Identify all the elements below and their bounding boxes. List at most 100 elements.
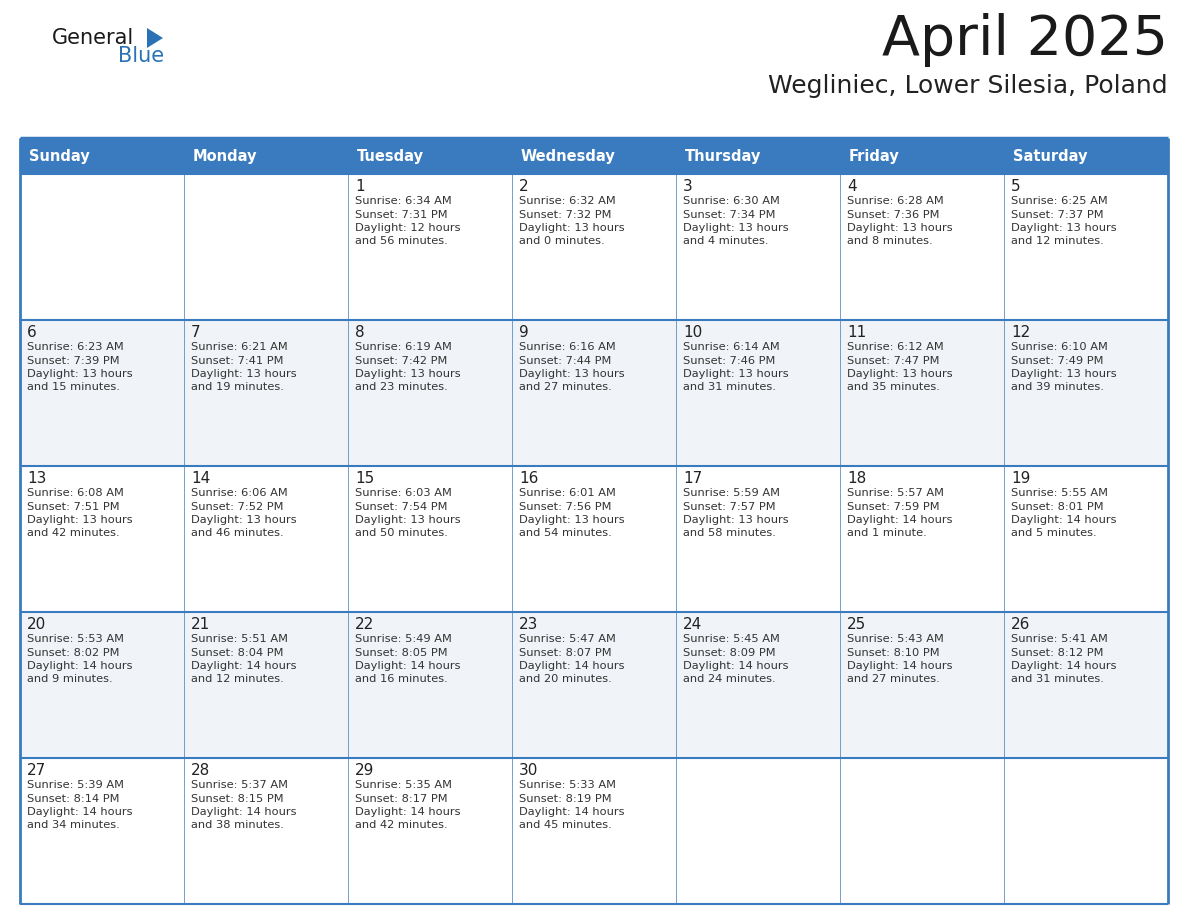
Bar: [20, 174, 1168, 320]
Text: Sunrise: 6:30 AM: Sunrise: 6:30 AM: [683, 196, 779, 206]
Text: Sunrise: 6:32 AM: Sunrise: 6:32 AM: [519, 196, 615, 206]
Text: Daylight: 14 hours: Daylight: 14 hours: [1011, 661, 1117, 671]
Text: and 5 minutes.: and 5 minutes.: [1011, 529, 1097, 539]
Text: Friday: Friday: [849, 149, 899, 163]
Text: and 31 minutes.: and 31 minutes.: [683, 383, 776, 393]
Text: Sunrise: 5:57 AM: Sunrise: 5:57 AM: [847, 488, 944, 498]
Text: Blue: Blue: [118, 46, 164, 66]
Text: and 8 minutes.: and 8 minutes.: [847, 237, 933, 247]
Text: Sunset: 8:12 PM: Sunset: 8:12 PM: [1011, 647, 1104, 657]
Bar: [20, 138, 184, 174]
Text: Sunrise: 6:28 AM: Sunrise: 6:28 AM: [847, 196, 943, 206]
Text: Daylight: 14 hours: Daylight: 14 hours: [355, 661, 461, 671]
Bar: [20, 612, 1168, 758]
Text: and 39 minutes.: and 39 minutes.: [1011, 383, 1104, 393]
Text: 29: 29: [355, 763, 374, 778]
Text: and 38 minutes.: and 38 minutes.: [191, 821, 284, 831]
Text: Sunrise: 5:59 AM: Sunrise: 5:59 AM: [683, 488, 781, 498]
Text: Daylight: 13 hours: Daylight: 13 hours: [355, 369, 461, 379]
Text: 19: 19: [1011, 471, 1030, 486]
Text: Sunrise: 6:21 AM: Sunrise: 6:21 AM: [191, 342, 287, 352]
Text: 8: 8: [355, 325, 365, 340]
Text: Daylight: 14 hours: Daylight: 14 hours: [27, 661, 133, 671]
Text: Sunset: 7:51 PM: Sunset: 7:51 PM: [27, 501, 120, 511]
Text: 16: 16: [519, 471, 538, 486]
Text: Daylight: 14 hours: Daylight: 14 hours: [355, 807, 461, 817]
Text: April 2025: April 2025: [881, 13, 1168, 67]
Bar: [348, 138, 512, 174]
Text: and 23 minutes.: and 23 minutes.: [355, 383, 448, 393]
Text: 11: 11: [847, 325, 866, 340]
Text: 9: 9: [519, 325, 529, 340]
Text: 20: 20: [27, 617, 46, 632]
Text: Daylight: 13 hours: Daylight: 13 hours: [847, 369, 953, 379]
Text: and 35 minutes.: and 35 minutes.: [847, 383, 940, 393]
Bar: [1004, 138, 1168, 174]
Text: Daylight: 13 hours: Daylight: 13 hours: [519, 369, 625, 379]
Text: Daylight: 13 hours: Daylight: 13 hours: [683, 515, 789, 525]
Text: Sunrise: 5:53 AM: Sunrise: 5:53 AM: [27, 634, 124, 644]
Text: Daylight: 13 hours: Daylight: 13 hours: [683, 369, 789, 379]
Text: and 58 minutes.: and 58 minutes.: [683, 529, 776, 539]
Text: 15: 15: [355, 471, 374, 486]
Text: Sunset: 8:19 PM: Sunset: 8:19 PM: [519, 793, 612, 803]
Text: and 34 minutes.: and 34 minutes.: [27, 821, 120, 831]
Text: Sunset: 7:34 PM: Sunset: 7:34 PM: [683, 209, 776, 219]
Text: Monday: Monday: [192, 149, 258, 163]
Text: Sunrise: 5:47 AM: Sunrise: 5:47 AM: [519, 634, 615, 644]
Text: 3: 3: [683, 179, 693, 194]
Polygon shape: [147, 28, 163, 48]
Text: Sunset: 8:09 PM: Sunset: 8:09 PM: [683, 647, 776, 657]
Text: Sunrise: 6:08 AM: Sunrise: 6:08 AM: [27, 488, 124, 498]
Text: Wednesday: Wednesday: [522, 149, 615, 163]
Text: Sunset: 8:14 PM: Sunset: 8:14 PM: [27, 793, 120, 803]
Text: Daylight: 14 hours: Daylight: 14 hours: [191, 807, 297, 817]
Text: and 56 minutes.: and 56 minutes.: [355, 237, 448, 247]
Text: 12: 12: [1011, 325, 1030, 340]
Text: 28: 28: [191, 763, 210, 778]
Bar: [20, 466, 1168, 612]
Text: Sunset: 8:10 PM: Sunset: 8:10 PM: [847, 647, 940, 657]
Text: Sunrise: 5:55 AM: Sunrise: 5:55 AM: [1011, 488, 1108, 498]
Text: 18: 18: [847, 471, 866, 486]
Text: 10: 10: [683, 325, 702, 340]
Text: Daylight: 13 hours: Daylight: 13 hours: [27, 515, 133, 525]
Text: 7: 7: [191, 325, 201, 340]
Text: Sunset: 8:17 PM: Sunset: 8:17 PM: [355, 793, 448, 803]
Text: Sunset: 7:39 PM: Sunset: 7:39 PM: [27, 355, 120, 365]
Text: Daylight: 13 hours: Daylight: 13 hours: [191, 369, 297, 379]
Text: Sunrise: 5:49 AM: Sunrise: 5:49 AM: [355, 634, 451, 644]
Bar: [512, 138, 676, 174]
Text: Daylight: 14 hours: Daylight: 14 hours: [1011, 515, 1117, 525]
Text: and 45 minutes.: and 45 minutes.: [519, 821, 612, 831]
Bar: [676, 138, 840, 174]
Text: Sunrise: 5:41 AM: Sunrise: 5:41 AM: [1011, 634, 1108, 644]
Text: Sunrise: 6:01 AM: Sunrise: 6:01 AM: [519, 488, 615, 498]
Text: and 15 minutes.: and 15 minutes.: [27, 383, 120, 393]
Text: Sunset: 8:15 PM: Sunset: 8:15 PM: [191, 793, 284, 803]
Text: Sunrise: 5:45 AM: Sunrise: 5:45 AM: [683, 634, 779, 644]
Text: Daylight: 13 hours: Daylight: 13 hours: [27, 369, 133, 379]
Text: Sunrise: 5:35 AM: Sunrise: 5:35 AM: [355, 780, 451, 790]
Text: Sunset: 7:41 PM: Sunset: 7:41 PM: [191, 355, 284, 365]
Text: Sunset: 8:07 PM: Sunset: 8:07 PM: [519, 647, 612, 657]
Text: Sunset: 7:49 PM: Sunset: 7:49 PM: [1011, 355, 1104, 365]
Text: and 24 minutes.: and 24 minutes.: [683, 675, 776, 685]
Text: Sunset: 7:54 PM: Sunset: 7:54 PM: [355, 501, 448, 511]
Text: Sunrise: 6:23 AM: Sunrise: 6:23 AM: [27, 342, 124, 352]
Text: Daylight: 14 hours: Daylight: 14 hours: [191, 661, 297, 671]
Text: Daylight: 13 hours: Daylight: 13 hours: [683, 223, 789, 233]
Text: Saturday: Saturday: [1013, 149, 1087, 163]
Text: and 12 minutes.: and 12 minutes.: [1011, 237, 1104, 247]
Text: Sunrise: 6:14 AM: Sunrise: 6:14 AM: [683, 342, 779, 352]
Text: Tuesday: Tuesday: [358, 149, 424, 163]
Text: 6: 6: [27, 325, 37, 340]
Text: Daylight: 13 hours: Daylight: 13 hours: [847, 223, 953, 233]
Text: Sunrise: 6:34 AM: Sunrise: 6:34 AM: [355, 196, 451, 206]
Text: and 46 minutes.: and 46 minutes.: [191, 529, 284, 539]
Text: and 20 minutes.: and 20 minutes.: [519, 675, 612, 685]
Text: Sunset: 8:01 PM: Sunset: 8:01 PM: [1011, 501, 1104, 511]
Text: Sunset: 7:46 PM: Sunset: 7:46 PM: [683, 355, 776, 365]
Text: Sunrise: 5:37 AM: Sunrise: 5:37 AM: [191, 780, 287, 790]
Text: and 19 minutes.: and 19 minutes.: [191, 383, 284, 393]
